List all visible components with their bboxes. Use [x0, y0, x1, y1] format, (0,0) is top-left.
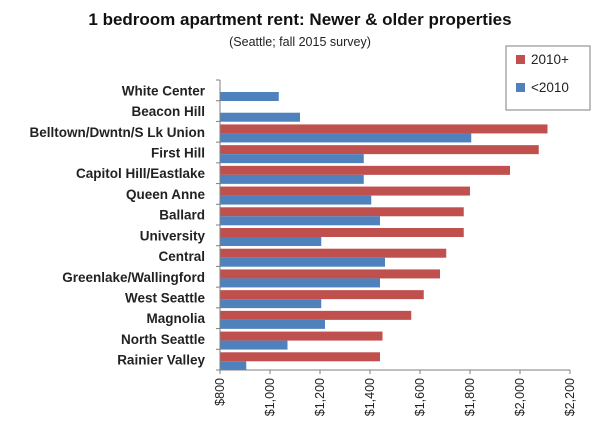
- bar-older-west-seattle: [220, 299, 322, 309]
- category-label-north-seattle: North Seattle: [121, 332, 206, 347]
- x-tick-label: $1,200: [313, 378, 327, 416]
- x-tick-label: $1,400: [363, 378, 377, 416]
- x-tick-label: $1,000: [263, 378, 277, 416]
- category-label-ballard: Ballard: [159, 208, 205, 223]
- bar-newer-university: [220, 228, 464, 237]
- category-label-greenlake-wallingford: Greenlake/Wallingford: [62, 270, 205, 285]
- bar-older-queen-anne: [220, 195, 372, 205]
- bar-newer-west-seattle: [220, 290, 424, 300]
- bar-older-capitol-hill-eastlake: [220, 174, 364, 184]
- category-label-white-center: White Center: [122, 83, 206, 98]
- category-label-rainier-valley: Rainier Valley: [117, 353, 205, 368]
- tick-labels: $800 $1,000 $1,200 $1,400 $1,600 $1,800 $2,000…: [213, 378, 577, 416]
- chart-title: 1 bedroom apartment rent: Newer & older …: [88, 10, 511, 29]
- bar-older-greenlake-wallingford: [220, 278, 380, 288]
- bar-older-ballard: [220, 216, 380, 226]
- bar-newer-central: [220, 248, 447, 258]
- bar-newer-north-seattle: [220, 331, 383, 341]
- bar-older-beacon-hill: [220, 112, 300, 122]
- x-tick-label: $1,600: [413, 378, 427, 416]
- legend-swatch-newer: [516, 55, 525, 64]
- bar-older-belltown-dwntn-s-lk-union: [220, 133, 472, 143]
- category-label-central: Central: [158, 249, 205, 264]
- x-tick-label: $2,200: [563, 378, 577, 416]
- category-label-belltown-dwntn-s-lk-union: Belltown/Dwntn/S Lk Union: [30, 125, 206, 140]
- bar-older-magnolia: [220, 319, 325, 329]
- bar-newer-greenlake-wallingford: [220, 269, 440, 279]
- bar-older-north-seattle: [220, 340, 288, 350]
- bar-newer-ballard: [220, 207, 464, 217]
- category-label-west-seattle: West Seattle: [125, 291, 206, 306]
- bar-newer-first-hill: [220, 145, 539, 155]
- axes-group: [216, 79, 571, 374]
- bars-group: [220, 92, 548, 371]
- legend-label-older: <2010: [531, 80, 569, 95]
- bar-newer-capitol-hill-eastlake: [220, 165, 510, 175]
- bar-newer-rainier-valley: [220, 352, 380, 362]
- bar-older-first-hill: [220, 154, 364, 164]
- legend-label-newer: 2010+: [531, 52, 569, 67]
- bar-older-rainier-valley: [220, 361, 247, 371]
- category-label-university: University: [140, 228, 206, 243]
- category-label-beacon-hill: Beacon Hill: [131, 104, 205, 119]
- category-label-queen-anne: Queen Anne: [126, 187, 206, 202]
- x-tick-label: $2,000: [513, 378, 527, 416]
- x-tick-label: $1,800: [463, 378, 477, 416]
- legend: 2010+ <2010: [505, 45, 591, 111]
- category-label-magnolia: Magnolia: [146, 311, 205, 326]
- bar-newer-magnolia: [220, 310, 412, 320]
- x-tick-label: $800: [213, 378, 227, 406]
- bar-older-white-center: [220, 92, 279, 101]
- bar-older-central: [220, 257, 385, 267]
- category-label-capitol-hill-eastlake: Capitol Hill/Eastlake: [76, 166, 206, 181]
- category-label-first-hill: First Hill: [151, 146, 205, 161]
- bar-older-university: [220, 237, 322, 246]
- chart-subtitle: (Seattle; fall 2015 survey): [229, 35, 371, 49]
- category-labels: White Center Beacon Hill Belltown/Dwntn/S …: [30, 83, 206, 367]
- bar-newer-belltown-dwntn-s-lk-union: [220, 124, 548, 134]
- legend-swatch-older: [516, 83, 525, 92]
- bar-newer-queen-anne: [220, 186, 470, 196]
